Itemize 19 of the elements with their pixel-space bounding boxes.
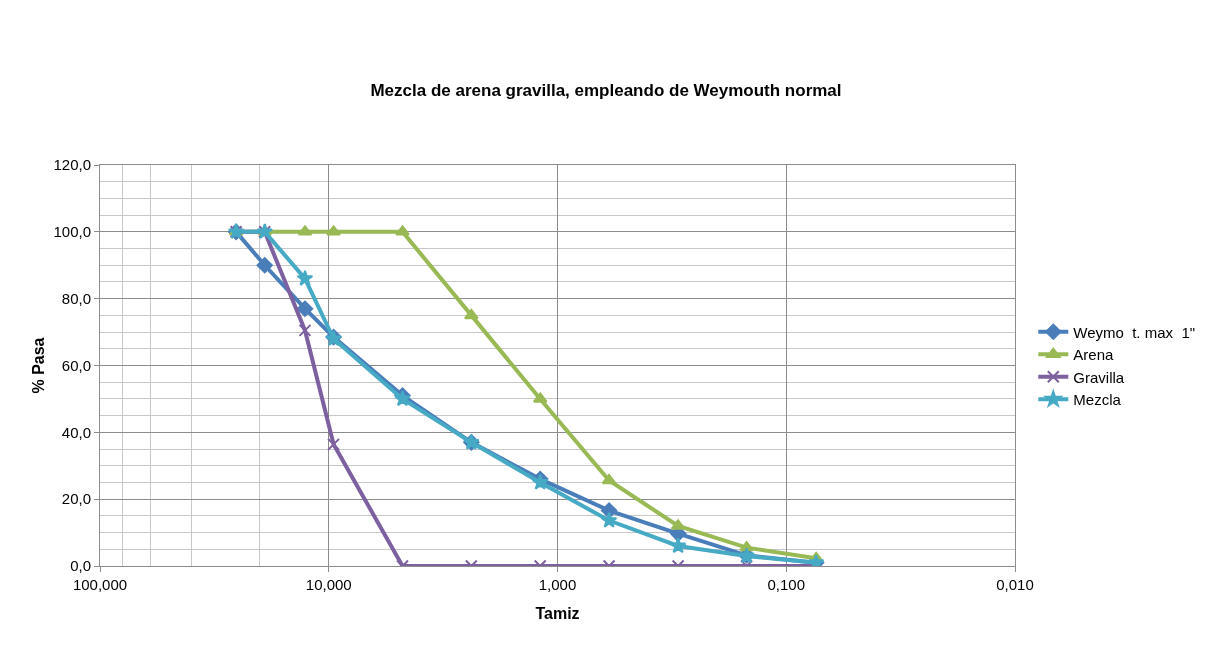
- y-tick-label: 20,0: [61, 490, 91, 508]
- legend-label: Arena: [1073, 346, 1114, 364]
- legend-label: Mezcla: [1073, 391, 1122, 409]
- x-tick-label: 10,000: [305, 576, 352, 593]
- legend-label: Gravilla: [1073, 368, 1125, 386]
- x-tick-label: 1,000: [538, 576, 577, 593]
- x-tick-label: 100,000: [72, 576, 128, 593]
- x-tick-label: 0,100: [767, 576, 806, 593]
- legend-label: Weymo t. max 1": [1073, 323, 1196, 341]
- y-axis-title: % Pasa: [30, 337, 48, 394]
- x-tick-label: 0,010: [996, 576, 1034, 593]
- chart-title: Mezcla de arena gravilla, empleando de Weymouth normal: [370, 81, 842, 101]
- x-axis-title: Tamiz: [535, 604, 580, 622]
- y-tick-label: 60,0: [61, 356, 91, 374]
- y-tick-label: 120,0: [53, 156, 91, 174]
- y-tick-label: 40,0: [61, 423, 91, 441]
- y-tick-label: 100,0: [53, 223, 91, 241]
- y-tick-label: 0,0: [70, 557, 91, 575]
- y-tick-label: 80,0: [61, 289, 91, 307]
